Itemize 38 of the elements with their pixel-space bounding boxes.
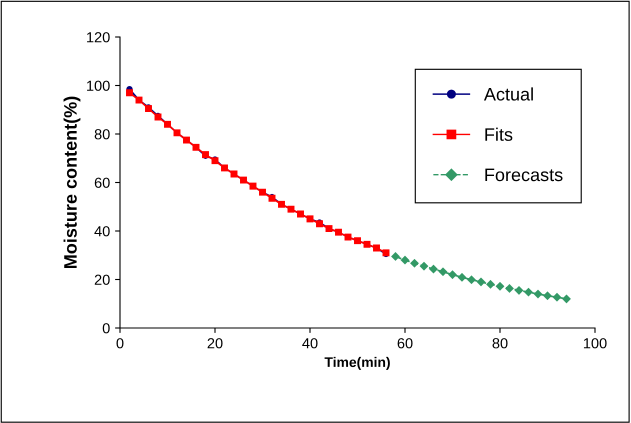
point	[534, 290, 542, 298]
x-tick-label: 20	[208, 338, 223, 348]
x-tick-label: 40	[302, 338, 318, 348]
point	[438, 268, 448, 276]
y-tick-label: 0	[102, 323, 110, 334]
point	[514, 286, 524, 295]
point	[391, 252, 400, 261]
x-tick-label: 60	[398, 338, 413, 348]
point	[448, 270, 457, 279]
point	[400, 256, 410, 264]
legend-label: Forecasts	[485, 168, 563, 182]
point	[524, 288, 533, 296]
point	[496, 282, 504, 290]
point	[552, 293, 562, 302]
y-tick-label: 40	[94, 226, 110, 236]
y-tick-label: 80	[94, 129, 110, 140]
point	[126, 89, 133, 96]
x-tick-label: 100	[584, 338, 607, 348]
point	[458, 273, 466, 282]
legend-label: Actual	[484, 87, 533, 101]
point	[505, 284, 514, 293]
y-tick-label: 100	[87, 80, 110, 91]
y-axis-title: Moisture content(%)	[64, 96, 80, 268]
point	[562, 294, 571, 304]
y-tick-label: 60	[94, 178, 110, 188]
x-tick-label: 0	[116, 338, 124, 348]
point	[429, 264, 438, 274]
y-tick-label: 20	[94, 274, 110, 285]
x-tick-label: 80	[492, 338, 508, 348]
point	[467, 276, 476, 284]
x-axis-title: Time(min)	[324, 356, 390, 370]
point	[420, 262, 428, 270]
point	[486, 280, 495, 288]
legend-label: Fits	[485, 128, 512, 141]
point	[476, 278, 486, 286]
y-tick-label: 120	[87, 32, 110, 42]
point	[410, 259, 419, 268]
point	[543, 292, 552, 300]
